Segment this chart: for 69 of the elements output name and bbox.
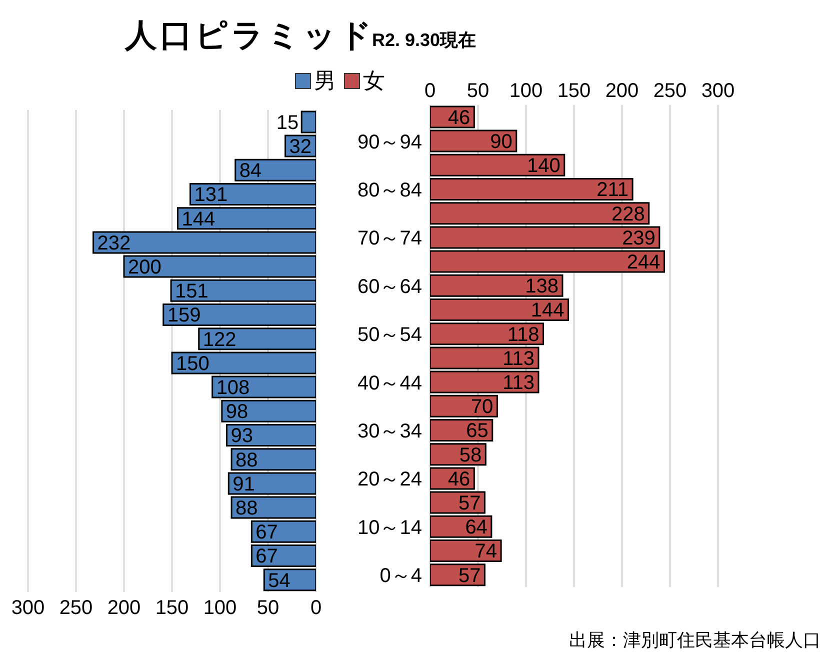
data-label: 46 bbox=[448, 106, 470, 129]
x-tick-label: 100 bbox=[203, 597, 237, 620]
data-label: 140 bbox=[527, 155, 560, 178]
data-label: 113 bbox=[502, 348, 534, 370]
data-label: 70 bbox=[470, 396, 494, 418]
data-label: 159 bbox=[167, 304, 201, 327]
data-label: 74 bbox=[474, 540, 498, 563]
x2-tick-label: 0 bbox=[424, 80, 436, 102]
legend-label: 女 bbox=[363, 67, 385, 95]
x2-tick-label: 50 bbox=[466, 80, 490, 102]
x2-tick-label: 100 bbox=[509, 80, 543, 102]
y-tick-label: 80～84 bbox=[358, 179, 422, 202]
data-label: 91 bbox=[232, 473, 255, 496]
data-label: 98 bbox=[226, 401, 248, 424]
data-label: 84 bbox=[239, 160, 262, 182]
data-label: 244 bbox=[626, 252, 660, 274]
data-label: 46 bbox=[448, 468, 470, 490]
data-label: 90 bbox=[490, 131, 512, 154]
bar bbox=[300, 110, 316, 134]
data-label: 131 bbox=[194, 184, 228, 206]
x2-tick-label: 300 bbox=[701, 80, 735, 102]
y-tick-label: 60～64 bbox=[358, 276, 422, 298]
x-tick-label: 150 bbox=[155, 597, 189, 620]
text: R2. 9.30現在 bbox=[372, 29, 476, 52]
y-tick-label: 90～94 bbox=[358, 131, 422, 154]
data-label: 232 bbox=[97, 232, 131, 254]
legend-label: 男 bbox=[314, 67, 336, 95]
x2-tick-label: 250 bbox=[653, 80, 687, 102]
data-label: 67 bbox=[256, 546, 278, 568]
x-tick-label: 300 bbox=[11, 597, 45, 620]
y-tick-label: 0～4 bbox=[380, 565, 422, 588]
text: 出展：津別町住民基本台帳人口 bbox=[569, 629, 821, 652]
data-label: 122 bbox=[202, 328, 236, 351]
x-tick-label: 200 bbox=[107, 597, 141, 620]
data-label: 239 bbox=[622, 227, 656, 250]
data-label: 57 bbox=[458, 492, 481, 515]
y-tick-label: 70～74 bbox=[358, 228, 422, 250]
data-label: 88 bbox=[236, 449, 258, 472]
y-tick-label: 20～24 bbox=[358, 468, 422, 491]
x-tick-label: 250 bbox=[59, 597, 93, 620]
x2-tick-label: 150 bbox=[557, 80, 591, 102]
data-label: 57 bbox=[458, 564, 481, 587]
data-label: 88 bbox=[236, 498, 258, 520]
y-tick-label: 30～34 bbox=[358, 420, 422, 442]
data-label: 144 bbox=[530, 300, 564, 322]
data-label: 67 bbox=[256, 522, 278, 544]
data-label: 150 bbox=[176, 352, 210, 375]
x-tick-label: 50 bbox=[256, 597, 280, 620]
data-label: 15 bbox=[276, 112, 299, 134]
data-label: 58 bbox=[459, 444, 482, 466]
y-tick-label: 50～54 bbox=[358, 324, 422, 346]
data-label: 64 bbox=[465, 516, 488, 539]
data-label: 151 bbox=[175, 280, 208, 303]
data-label: 54 bbox=[268, 570, 290, 592]
x2-tick-label: 200 bbox=[605, 80, 639, 102]
data-label: 108 bbox=[216, 377, 250, 400]
data-label: 228 bbox=[612, 203, 645, 226]
x-tick-label: 0 bbox=[310, 597, 322, 620]
y-tick-label: 10～14 bbox=[358, 516, 422, 539]
data-label: 138 bbox=[525, 276, 558, 298]
data-label: 93 bbox=[230, 425, 253, 448]
data-label: 118 bbox=[507, 324, 540, 346]
y-tick-label: 40～44 bbox=[358, 372, 422, 394]
data-label: 65 bbox=[466, 420, 488, 442]
data-label: 144 bbox=[182, 208, 216, 230]
data-label: 211 bbox=[596, 179, 629, 202]
data-label: 32 bbox=[289, 136, 312, 158]
data-label: 200 bbox=[128, 256, 162, 279]
data-label: 113 bbox=[502, 372, 534, 394]
